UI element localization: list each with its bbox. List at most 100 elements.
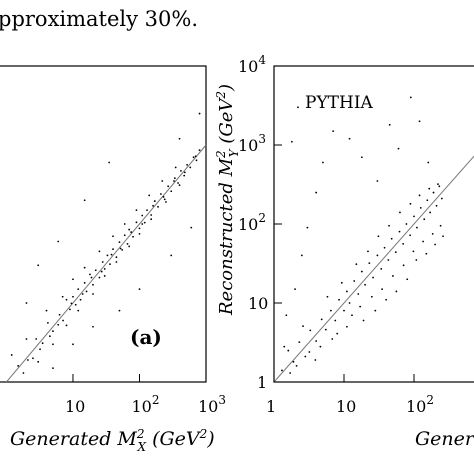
panel-pythia-frame (273, 65, 474, 383)
panel-pythia-data-point (374, 309, 377, 312)
panel-a-data-point (138, 288, 141, 290)
panel-a-data-point (121, 249, 124, 251)
panel-pythia-data-point (315, 340, 318, 342)
panel-a-data-point (143, 221, 146, 224)
panel-pythia-data-point (359, 305, 362, 308)
panel-pythia-data-point (360, 156, 363, 159)
panel-a-data-point (98, 250, 101, 253)
panel-pythia-y-tick-label: 1 (257, 373, 267, 392)
panel-pythia-data-point (394, 251, 397, 254)
panel-pythia-data-point (388, 123, 391, 126)
panel-pythia-data-point (380, 268, 383, 270)
panel-pythia-data-point (432, 191, 435, 194)
panel-pythia-data-point (360, 270, 363, 273)
panel-a-data-point (32, 357, 34, 360)
panel-a-data-point (186, 163, 189, 166)
panel-pythia-data-point (431, 232, 434, 235)
panel-a-data-point (177, 182, 179, 184)
panel-pythia-data-point (434, 243, 436, 246)
panel-a-data-point (94, 269, 97, 272)
panel-a-data-point (141, 214, 144, 217)
panel-a-data-point (41, 342, 44, 345)
panel-a-data-point (157, 205, 159, 208)
panel-pythia-ticks: 1 10 102 1 10 102 103 104 (238, 53, 434, 416)
panel-a-data-point (109, 263, 111, 266)
panel-pythia-data-point (319, 345, 322, 348)
panel-pythia-data-point (336, 332, 339, 335)
panel-pythia-data-point (340, 281, 343, 284)
panel-pythia-data-point (412, 250, 415, 253)
panel-pythia-data-point (343, 309, 345, 312)
panel-pythia-data-point (308, 351, 311, 353)
panel-a-data-point (161, 180, 164, 182)
panel-pythia-data-point (281, 369, 283, 372)
panel-a-data-point (152, 204, 154, 207)
panel-a-data-point (25, 338, 28, 340)
panel-pythia-data-point (395, 290, 398, 293)
panel-a-data-point (146, 209, 148, 211)
panel-a-data-point (72, 278, 74, 281)
panel-a-data-point (128, 228, 131, 231)
panel-pythia-data-point (428, 187, 431, 190)
panel-pythia-data-point (405, 223, 408, 225)
panel-a-data-point (83, 281, 86, 284)
panel-pythia-x-tick-label: 10 (336, 397, 356, 416)
panel-pythia-data-point (315, 191, 318, 194)
panel-a-data-point (37, 360, 40, 363)
panel-pythia-data-point (295, 364, 298, 367)
panel-a-data-point (74, 303, 77, 306)
panel-a-data-point (112, 235, 114, 238)
panel-a-data-point (170, 254, 173, 257)
panel-pythia-data-point (397, 147, 400, 150)
panel-pythia-reference-line (273, 155, 474, 383)
panel-a-data-point (72, 343, 74, 346)
panel-pythia-points (273, 96, 474, 383)
panel-a-data-point (173, 180, 175, 182)
panel-a-data-point (150, 218, 153, 221)
panel-pythia-data-point (324, 328, 327, 331)
panel-a-data-point (52, 367, 54, 369)
panel-a-data-point (22, 372, 25, 374)
panel-a-data-point (65, 298, 68, 301)
panel-pythia-data-point (388, 224, 390, 227)
panel-pythia-data-point (387, 259, 390, 261)
panel-a-data-point (183, 171, 186, 174)
panel-a-x-axis-title: Generated M2 X (GeV2) (10, 427, 215, 454)
panel-a-data-point (77, 309, 80, 312)
panel-a-data-point (45, 309, 48, 312)
panel-a: 10 102 103 (a) Generated M2 X (GeV2) (0, 65, 226, 454)
panel-pythia-data-point (330, 309, 332, 312)
panel-a-data-point (138, 227, 141, 230)
panel-a-data-point (79, 298, 82, 301)
panel-a-data-point (183, 174, 186, 177)
panel-pythia-data-point (383, 246, 386, 249)
caption-fragment: pproximately 30%. (0, 7, 198, 31)
panel-a-data-point (163, 198, 166, 201)
panel-pythia-data-point (355, 263, 358, 266)
panel-pythia-data-point (367, 250, 369, 253)
panel-a-data-point (189, 166, 192, 169)
panel-a-data-point (123, 223, 126, 225)
panel-a-data-point (85, 290, 88, 293)
panel-pythia-data-point (385, 298, 388, 301)
panel-a-data-point (198, 112, 201, 115)
panel-pythia-data-point (320, 318, 323, 321)
panel-a-data-point (58, 313, 61, 316)
panel-a-data-point (48, 335, 51, 338)
panel-a-data-point (17, 364, 20, 367)
panel-a-frame (0, 65, 207, 383)
panel-a-data-point (128, 245, 131, 248)
panel-pythia-data-point (409, 202, 412, 205)
panel-pythia-data-point (345, 290, 348, 293)
panel-a-data-point (170, 190, 173, 193)
panel-a-data-point (174, 166, 177, 169)
panel-a-data-point (90, 276, 93, 279)
panel-pythia-data-point (331, 338, 334, 340)
panel-a-data-point (110, 253, 113, 256)
panel-pythia-data-point (423, 218, 426, 221)
panel-pythia-data-point (437, 183, 439, 185)
panel-pythia-data-point (376, 254, 379, 257)
panel-a-data-point (190, 226, 193, 229)
panel-a-data-point (115, 261, 118, 263)
panel-a-data-point (10, 354, 13, 356)
